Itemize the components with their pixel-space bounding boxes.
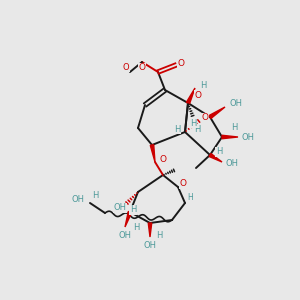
- Text: H: H: [194, 124, 200, 134]
- Text: H: H: [92, 190, 98, 200]
- Text: H: H: [200, 80, 206, 89]
- Text: H: H: [133, 223, 139, 232]
- Text: OH: OH: [113, 203, 127, 212]
- Text: H: H: [231, 122, 237, 131]
- Polygon shape: [209, 154, 222, 162]
- Text: H: H: [174, 124, 180, 134]
- Text: O: O: [160, 154, 167, 164]
- Text: H: H: [216, 148, 222, 157]
- Polygon shape: [209, 107, 225, 118]
- Text: H: H: [156, 230, 162, 239]
- Polygon shape: [148, 223, 152, 237]
- Polygon shape: [150, 145, 155, 162]
- Text: O: O: [179, 179, 187, 188]
- Text: H: H: [130, 206, 136, 214]
- Text: OH: OH: [226, 160, 239, 169]
- Polygon shape: [125, 212, 132, 227]
- Text: O: O: [202, 113, 208, 122]
- Text: O: O: [194, 91, 202, 100]
- Polygon shape: [222, 135, 238, 139]
- Text: OH: OH: [229, 100, 242, 109]
- Text: O: O: [178, 59, 184, 68]
- Text: OH: OH: [143, 241, 157, 250]
- Polygon shape: [186, 88, 195, 104]
- Text: H: H: [187, 194, 193, 202]
- Text: H: H: [190, 118, 196, 127]
- Text: OH: OH: [72, 196, 85, 205]
- Text: O: O: [123, 62, 129, 71]
- Text: O: O: [139, 64, 145, 73]
- Text: OH: OH: [242, 133, 255, 142]
- Text: OH: OH: [118, 230, 131, 239]
